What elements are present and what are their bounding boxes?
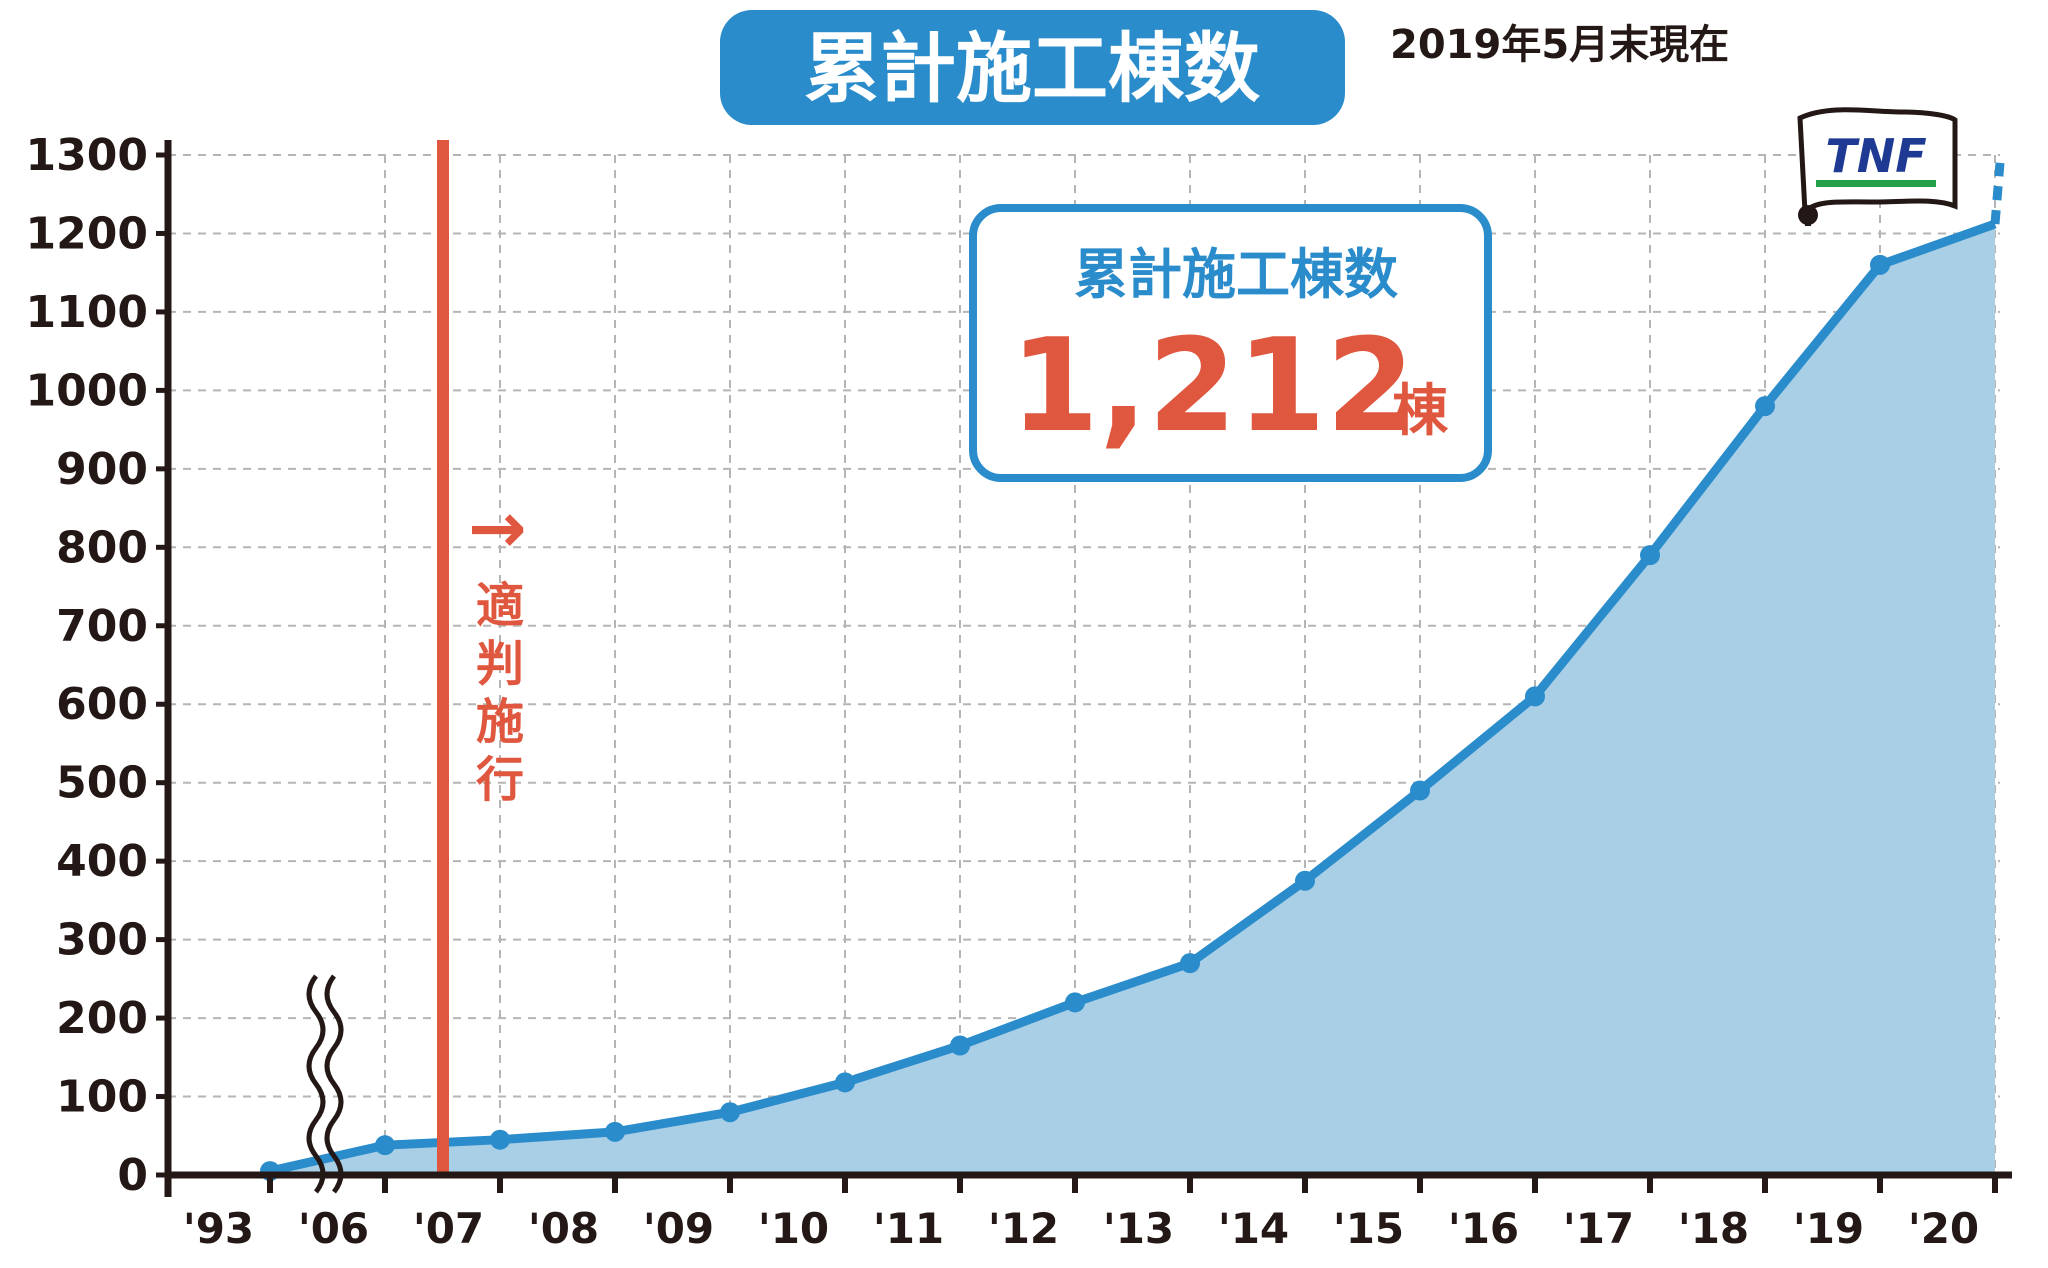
y-tick-label: 100 [56,1072,148,1123]
x-tick-label: '16 [1448,1204,1519,1253]
x-tick-label: '08 [528,1204,599,1253]
projection-line [1990,162,2005,225]
data-point [1410,780,1430,801]
x-tick-label: '15 [1333,1204,1404,1253]
data-point [1065,992,1085,1013]
y-tick-label: 1000 [26,365,148,416]
axes: 0 100 200 300 400 500 600 700 800 900 1000 1100 1200… [26,130,2012,1253]
as-of-note: 2019年5月末現在 [1390,22,1729,68]
law-arrow: → [468,487,527,569]
y-tick-label: 1300 [26,130,148,181]
x-tick-label: '07 [413,1204,484,1253]
flag-base [1798,205,1818,225]
x-tick-label: '19 [1793,1204,1864,1253]
y-tick-label: 500 [56,758,148,809]
y-tick-label: 900 [56,444,148,495]
callout-box [969,204,1492,482]
line-layer [260,140,2005,1182]
data-point [720,1102,740,1123]
x-tick-label: '17 [1563,1204,1634,1253]
y-tick-label: 300 [56,915,148,966]
data-point [1870,254,1890,275]
y-tick-label: 800 [56,522,148,573]
data-point [490,1129,510,1150]
data-point [950,1035,970,1056]
y-tick-label: 1100 [26,287,148,338]
data-point [375,1135,395,1156]
law-label-char: 行 [476,752,524,808]
series-line [269,219,1997,1176]
callout-unit: 棟 [1392,379,1449,444]
y-tick-label: 600 [56,679,148,730]
tnf-flag-icon: TNF [1797,107,1958,226]
flag-text: TNF [1825,129,1926,183]
y-tick-label: 1200 [26,208,148,259]
x-tick-label: '18 [1678,1204,1749,1253]
data-point [1525,686,1545,707]
y-tick-label: 400 [56,836,148,887]
data-point [835,1072,855,1093]
x-tick-label: '93 [183,1204,254,1253]
x-tick-label: '12 [988,1204,1059,1253]
data-point [1755,396,1775,417]
data-point [1180,953,1200,974]
chart-title: 累計施工棟数 [804,24,1260,113]
law-label-char: 判 [476,636,524,692]
law-marker: → 適判施行 [468,487,527,808]
title-background [720,10,1345,125]
law-label-char: 施 [476,694,524,750]
x-tick-label: '20 [1908,1204,1979,1253]
y-tick-label: 0 [117,1150,148,1201]
y-tick-label: 700 [56,601,148,652]
callout-value: 1,212 [1010,312,1415,461]
x-tick-label: '09 [643,1204,714,1253]
law-label: 適判施行 [476,578,524,808]
data-point [605,1121,625,1142]
flag-stripe [1816,180,1936,187]
x-tick-label: '10 [758,1204,829,1253]
area-layer [270,224,1995,1176]
x-tick-label: '14 [1218,1204,1289,1253]
law-label-char: 適 [476,578,524,634]
data-point [1295,870,1315,891]
x-tick-label: '11 [873,1204,944,1253]
x-tick-label: '06 [298,1204,369,1253]
axis-break-icon [306,974,344,1194]
callout-title: 累計施工棟数 [1074,243,1398,306]
x-tick-label: '13 [1103,1204,1174,1253]
y-tick-label: 200 [56,993,148,1044]
series-area [270,224,1995,1176]
data-point [1640,545,1660,566]
